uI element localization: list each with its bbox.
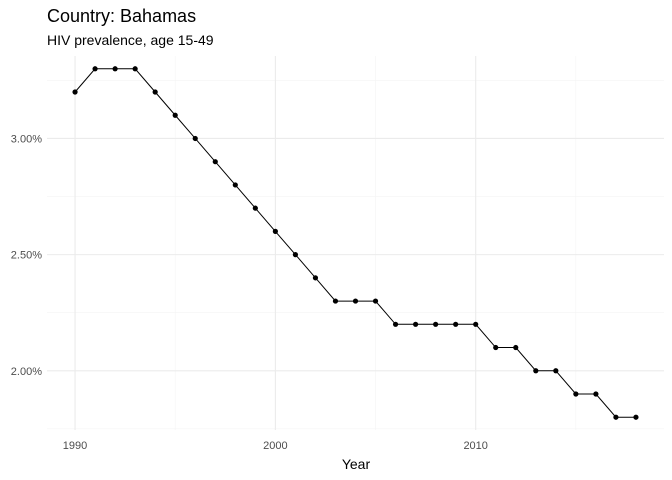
x-tick-label: 2000 <box>263 440 287 452</box>
data-point <box>132 66 138 72</box>
data-point <box>493 344 499 351</box>
x-tick-label: 2010 <box>463 440 487 452</box>
data-point <box>112 66 118 72</box>
y-axis-ticks: 2.00% 2.50% 3.00% <box>11 133 42 377</box>
data-point <box>92 66 98 72</box>
data-point <box>613 414 619 420</box>
chart-subtitle: HIV prevalence, age 15-49 <box>47 32 214 48</box>
data-point <box>553 368 559 374</box>
y-tick-label: 3.00% <box>11 133 42 145</box>
y-tick-label: 2.50% <box>11 250 42 262</box>
minor-gridlines <box>47 56 664 430</box>
data-point <box>72 89 78 95</box>
series-line <box>74 68 636 418</box>
data-point <box>593 391 599 397</box>
series-line-layer <box>74 68 636 418</box>
data-point <box>392 321 399 327</box>
data-point <box>352 298 359 304</box>
data-point <box>252 205 258 211</box>
data-points <box>72 66 639 420</box>
x-axis-ticks: 1990 2000 2010 <box>63 440 488 452</box>
data-point <box>412 321 419 327</box>
data-point <box>272 228 278 234</box>
data-point <box>312 275 319 281</box>
data-point <box>633 414 639 420</box>
x-tick-label: 1990 <box>63 440 87 452</box>
data-point <box>513 344 519 351</box>
y-tick-label: 2.00% <box>11 366 42 378</box>
data-point <box>172 112 178 118</box>
data-point <box>212 159 218 165</box>
data-point <box>292 252 299 258</box>
data-point <box>192 135 198 142</box>
data-point <box>473 321 479 327</box>
chart-title: Country: Bahamas <box>47 6 197 26</box>
x-axis-title: Year <box>342 456 371 472</box>
data-point <box>573 391 579 397</box>
data-point <box>372 298 379 304</box>
data-point <box>332 298 339 304</box>
data-point <box>433 321 439 327</box>
data-point <box>533 368 539 374</box>
data-point <box>453 321 459 327</box>
data-point <box>232 182 238 188</box>
major-gridlines <box>47 56 664 430</box>
data-point <box>152 89 158 95</box>
